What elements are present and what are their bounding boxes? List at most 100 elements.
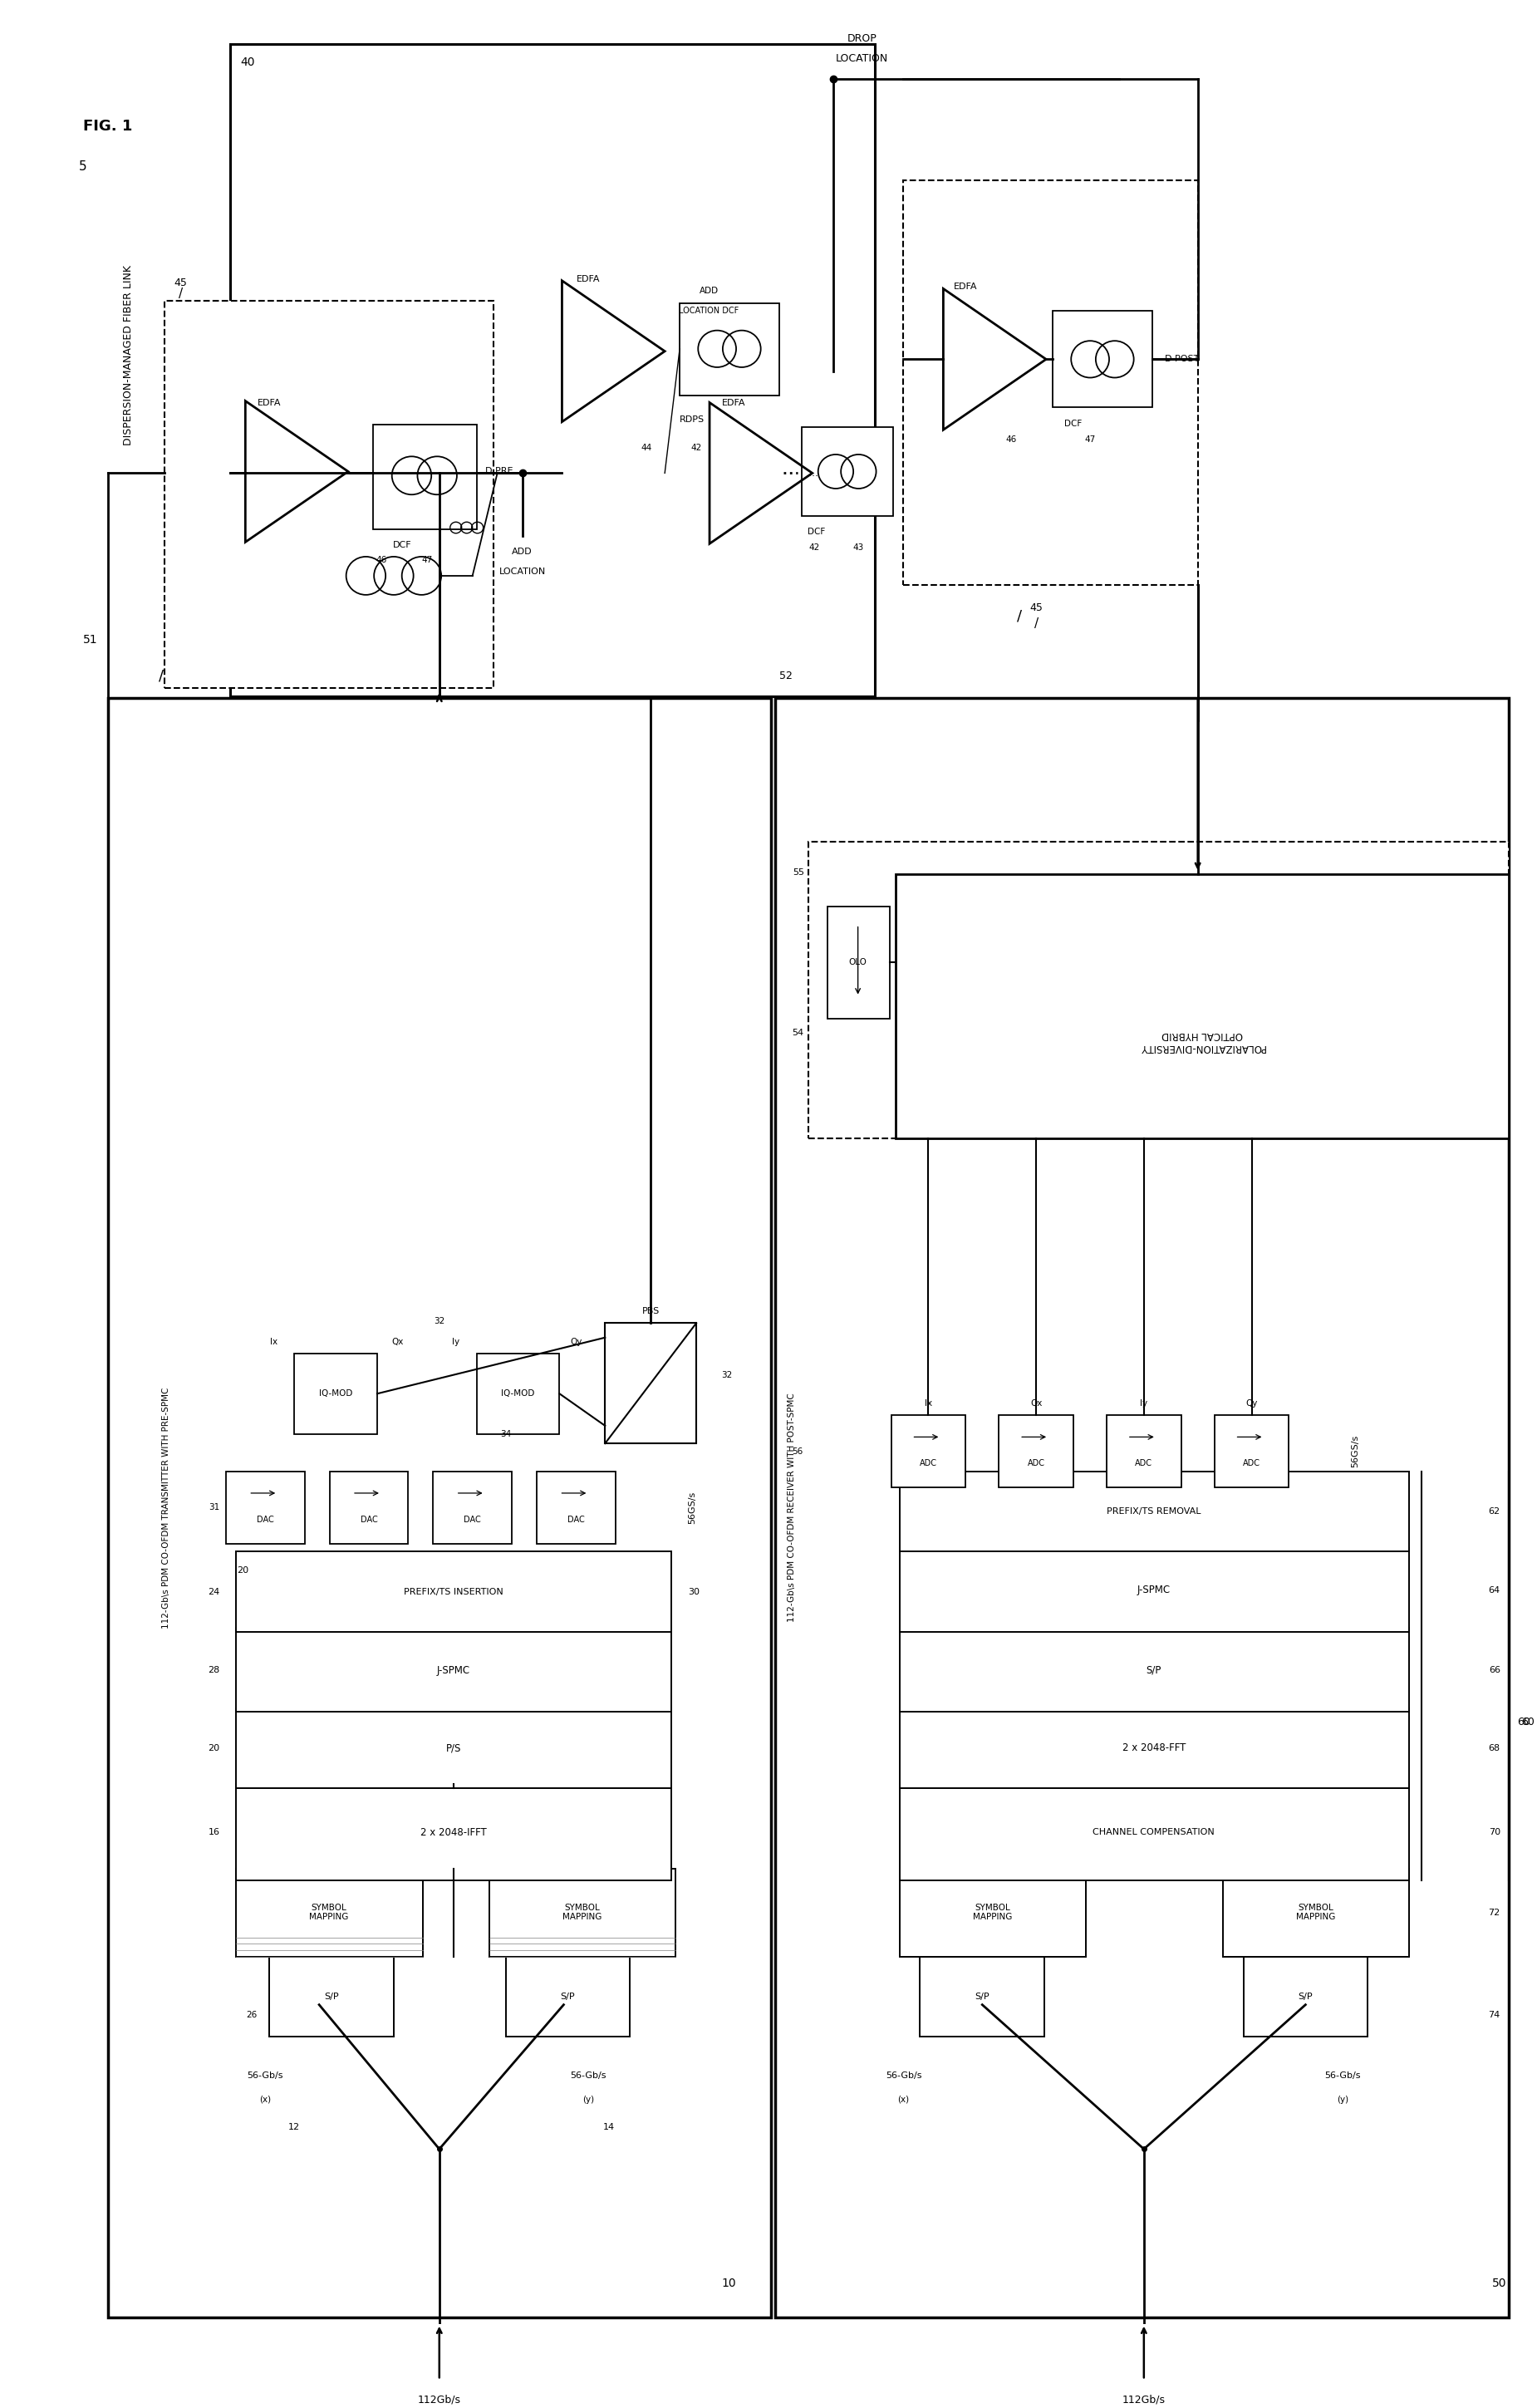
- Text: DISPERSION-MANAGED FIBER LINK: DISPERSION-MANAGED FIBER LINK: [123, 265, 134, 445]
- Bar: [237, 1707, 672, 1789]
- Bar: [679, 303, 779, 395]
- Text: Qx: Qx: [392, 1336, 404, 1346]
- Text: IQ-MOD: IQ-MOD: [501, 1389, 535, 1397]
- Text: DROP: DROP: [847, 34, 878, 43]
- Text: 66: 66: [1489, 1666, 1500, 1674]
- Text: FIG. 1: FIG. 1: [83, 120, 132, 135]
- Text: 31: 31: [209, 1503, 220, 1512]
- Text: 51: 51: [83, 633, 97, 645]
- Text: 112Gb/s: 112Gb/s: [418, 2394, 461, 2406]
- Text: 112-Gb\s PDM CO-OFDM TRANSMITTER WITH PRE-SPMC: 112-Gb\s PDM CO-OFDM TRANSMITTER WITH PR…: [161, 1387, 171, 1628]
- Text: DCF: DCF: [1065, 419, 1082, 429]
- Text: 43: 43: [853, 544, 864, 551]
- Bar: [891, 1416, 965, 1488]
- Bar: [827, 905, 890, 1019]
- Text: EDFA: EDFA: [576, 275, 601, 284]
- Text: 20: 20: [207, 1743, 220, 1753]
- Text: EDFA: EDFA: [954, 282, 978, 291]
- Text: 42: 42: [690, 443, 702, 453]
- Text: (x): (x): [260, 2095, 271, 2105]
- Text: 112Gb/s: 112Gb/s: [1122, 2394, 1165, 2406]
- Bar: [269, 1958, 393, 2037]
- Bar: [606, 1322, 696, 1442]
- Text: OLO: OLO: [848, 958, 867, 966]
- Bar: [433, 1471, 512, 1544]
- Text: (y): (y): [583, 2095, 595, 2105]
- Text: 45: 45: [174, 277, 188, 289]
- Bar: [899, 1471, 1409, 1551]
- Bar: [1053, 311, 1153, 407]
- Text: 56-Gb/s: 56-Gb/s: [570, 2071, 607, 2081]
- Text: SYMBOL
MAPPING: SYMBOL MAPPING: [973, 1905, 1011, 1922]
- Bar: [899, 1548, 1409, 1633]
- Text: PREFIX/TS INSERTION: PREFIX/TS INSERTION: [404, 1587, 503, 1597]
- Text: 60: 60: [1517, 1717, 1529, 1729]
- Text: 52: 52: [779, 669, 793, 681]
- Text: D PRE: D PRE: [484, 467, 513, 477]
- Text: LOCATION: LOCATION: [836, 53, 888, 65]
- Text: 26: 26: [246, 2011, 257, 2020]
- Text: 112-Gb\s PDM CO-OFDM RECEIVER WITH POST-SPMC: 112-Gb\s PDM CO-OFDM RECEIVER WITH POST-…: [787, 1392, 796, 1623]
- Text: /: /: [178, 287, 183, 299]
- Text: DAC: DAC: [360, 1515, 378, 1524]
- Text: 28: 28: [207, 1666, 220, 1674]
- Text: ADD: ADD: [512, 547, 532, 556]
- Text: PBS: PBS: [642, 1308, 659, 1315]
- Text: EDFA: EDFA: [722, 400, 745, 407]
- Text: (x): (x): [898, 2095, 910, 2105]
- Text: 47: 47: [1085, 436, 1096, 443]
- Bar: [536, 1471, 615, 1544]
- Text: D POST: D POST: [1165, 354, 1199, 364]
- Text: 30: 30: [689, 1587, 699, 1597]
- Text: /: /: [1034, 616, 1039, 631]
- Text: LOCATION DCF: LOCATION DCF: [679, 306, 739, 315]
- Text: ....: ....: [805, 467, 819, 479]
- Text: 68: 68: [1488, 1743, 1500, 1753]
- Text: 70: 70: [1488, 1828, 1500, 1837]
- Bar: [899, 1628, 1409, 1712]
- Bar: [1107, 1416, 1182, 1488]
- Text: ADC: ADC: [1027, 1459, 1045, 1466]
- Bar: [921, 1958, 1045, 2037]
- Text: DCF: DCF: [807, 527, 825, 537]
- Text: 12: 12: [289, 2124, 300, 2131]
- Bar: [808, 843, 1509, 1139]
- Text: DAC: DAC: [257, 1515, 274, 1524]
- Bar: [164, 301, 493, 689]
- Text: LOCATION: LOCATION: [500, 568, 546, 576]
- Text: 32: 32: [433, 1317, 444, 1327]
- Text: 40: 40: [240, 58, 255, 67]
- Text: DAC: DAC: [567, 1515, 584, 1524]
- Text: P/S: P/S: [446, 1743, 461, 1753]
- Text: S/P: S/P: [1147, 1664, 1162, 1676]
- Text: 14: 14: [604, 2124, 615, 2131]
- Text: 2 x 2048-FFT: 2 x 2048-FFT: [1122, 1743, 1185, 1753]
- Text: Ix: Ix: [925, 1399, 931, 1406]
- Text: EDFA: EDFA: [258, 400, 281, 407]
- Text: 74: 74: [1488, 2011, 1500, 2020]
- Text: CHANNEL COMPENSATION: CHANNEL COMPENSATION: [1093, 1828, 1214, 1837]
- Text: 56GS/s: 56GS/s: [689, 1491, 696, 1524]
- Text: 44: 44: [641, 443, 652, 453]
- Text: 45: 45: [1030, 602, 1042, 614]
- Text: 16: 16: [207, 1828, 220, 1837]
- Text: 56-Gb/s: 56-Gb/s: [885, 2071, 922, 2081]
- Text: 56-Gb/s: 56-Gb/s: [247, 2071, 283, 2081]
- Bar: [802, 426, 893, 515]
- Text: ADC: ADC: [1136, 1459, 1153, 1466]
- Text: 20: 20: [237, 1565, 249, 1575]
- Text: POLARIZATION-DIVERSITY
OPTICAL HYBRID: POLARIZATION-DIVERSITY OPTICAL HYBRID: [1139, 1028, 1265, 1052]
- Bar: [108, 698, 772, 2316]
- Bar: [1243, 1958, 1368, 2037]
- Bar: [506, 1958, 630, 2037]
- Text: J-SPMC: J-SPMC: [1137, 1584, 1171, 1597]
- Text: DCF: DCF: [392, 542, 412, 549]
- Text: 55: 55: [793, 869, 804, 877]
- Text: 46: 46: [1005, 436, 1017, 443]
- Text: 42: 42: [808, 544, 819, 551]
- Text: 10: 10: [721, 2278, 736, 2290]
- Text: ADC: ADC: [919, 1459, 938, 1466]
- Text: SYMBOL
MAPPING: SYMBOL MAPPING: [309, 1905, 349, 1922]
- Text: 62: 62: [1488, 1507, 1500, 1515]
- Text: (y): (y): [1337, 2095, 1348, 2105]
